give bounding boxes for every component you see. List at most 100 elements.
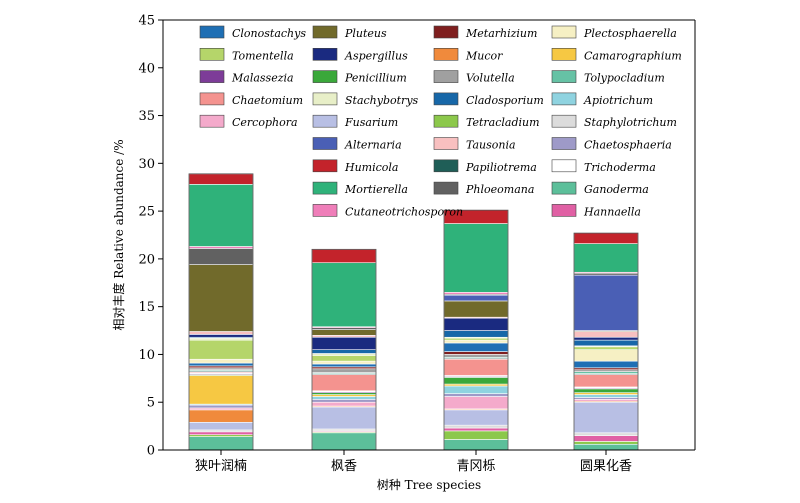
legend-label-cutaneotrichosporon: Cutaneotrichosporon	[345, 205, 463, 218]
legend-swatch-cladosporium	[433, 92, 459, 106]
legend-label-ganoderma: Ganoderma	[584, 183, 649, 196]
bar-segment-penicillium-4	[573, 388, 639, 393]
legend-label-chaetosphaeria: Chaetosphaeria	[584, 139, 672, 152]
bar-segment-ganoderma-3	[443, 439, 509, 451]
x-tick-label-2: 枫香	[331, 459, 357, 474]
bar-segment-tetracladium-3	[443, 430, 509, 440]
legend-label-mortierella: Mortierella	[344, 183, 408, 196]
legend-swatch-volutella	[433, 70, 459, 83]
bar-segment-apiotrichum-4	[573, 394, 639, 398]
bar-segment-mucor-1	[188, 409, 254, 423]
bar-segment-ganoderma-2	[311, 432, 377, 451]
bar-segment-humicola-1	[188, 173, 254, 185]
bar-segment-aspergillus-4	[573, 336, 639, 341]
bar-segment-tausonia-1	[188, 331, 254, 335]
bar-segment-clonostachys-3	[443, 342, 509, 352]
legend-label-cercophora: Cercophora	[232, 116, 298, 129]
legend-swatch-penicillium	[312, 70, 338, 83]
legend-label-camarographium: Camarographium	[584, 49, 682, 62]
legend-label-aspergillus: Aspergillus	[344, 49, 408, 62]
bar-segment-hannaella-1	[188, 431, 254, 436]
legend-label-mucor: Mucor	[465, 49, 503, 62]
bar-segment-penicillium-3	[443, 377, 509, 385]
bar-segment-tomentella-2	[311, 355, 377, 362]
legend-swatch-clonostachys	[199, 25, 225, 39]
legend-swatch-malassezia	[199, 70, 225, 83]
legend-swatch-tetracladium	[433, 114, 459, 128]
legend-swatch-apiotrichum	[551, 92, 577, 106]
bar-segment-aspergillus-2	[311, 336, 377, 350]
legend-swatch-alternaria	[312, 137, 338, 150]
x-axis-title: 树种 Tree species	[377, 477, 481, 492]
y-tick-label-40: 40	[138, 61, 155, 76]
legend-label-humicola: Humicola	[344, 161, 399, 174]
bar-segment-fusarium-4	[573, 401, 639, 434]
bar-segment-mortierella-2	[311, 262, 377, 328]
y-tick-label-10: 10	[138, 348, 155, 363]
y-axis-title: 相对丰度 Relative abundance /%	[111, 139, 126, 330]
bar-segment-alternaria-4	[573, 274, 639, 331]
bar-segment-clonostachys-2	[311, 363, 377, 368]
bar-segment-chaetosphaeria-1	[188, 404, 254, 409]
bar-segment-alternaria-3	[443, 294, 509, 302]
bar-segment-clonostachys-1	[188, 362, 254, 367]
bar-segment-fusarium-3	[443, 409, 509, 426]
legend-label-trichoderma: Trichoderma	[584, 161, 656, 174]
bar-segment-chaetosphaeria-3	[443, 393, 509, 397]
legend-label-malassezia: Malassezia	[231, 72, 294, 85]
bar-segment-tomentella-4	[573, 346, 639, 350]
bar-segment-fusarium-1	[188, 421, 254, 431]
legend-swatch-plectosphaerella	[551, 25, 577, 39]
bar-segment-hannaella-3	[443, 427, 509, 432]
bar-segment-pluteus-2	[311, 329, 377, 336]
legend-swatch-fusarium	[312, 114, 338, 128]
y-tick-label-15: 15	[138, 300, 155, 315]
legend-swatch-humicola	[312, 159, 338, 173]
legend-swatch-tomentella	[199, 47, 225, 61]
bar-segment-aspergillus-3	[443, 317, 509, 331]
legend-label-hannaella: Hannaella	[583, 205, 641, 218]
y-tick-label-35: 35	[138, 109, 155, 124]
bar-segment-plectosphaerella-2	[311, 360, 377, 365]
bar-segment-tetracladium-4	[573, 441, 639, 445]
legend-swatch-trichoderma	[551, 159, 577, 173]
bar-segment-cladosporium-4	[573, 339, 639, 347]
legend-label-alternaria: Alternaria	[344, 139, 402, 152]
y-tick-label-30: 30	[138, 157, 155, 172]
bar-segment-ganoderma-4	[573, 443, 639, 451]
bar-segment-fusarium-2	[311, 406, 377, 430]
y-tick-label-20: 20	[138, 252, 155, 267]
bar-segment-plectosphaerella-3	[443, 339, 509, 344]
bar-segment-staphylotrichum-3	[443, 424, 509, 429]
bar-segment-cladosporium-3	[443, 330, 509, 338]
legend-swatch-aspergillus	[312, 47, 338, 61]
axes-layer: 0 5 10 15 20 25 30 35 40 45 狭叶润楠 枫香 青冈栎 圆果化香	[138, 14, 696, 474]
bar-segment-plectosphaerella-1	[188, 358, 254, 364]
legend-label-fusarium: Fusarium	[344, 116, 398, 129]
legend-swatch-chaetomium	[199, 92, 225, 106]
legend-label-metarhizium: Metarhizium	[465, 27, 537, 40]
bar-segment-camarographium-1	[188, 375, 254, 405]
bar-segment-apiotrichum-2	[311, 396, 377, 400]
legend-swatch-hannaella	[551, 204, 577, 217]
legend: Clonostachys Pluteus Metarhizium Plectospha…	[199, 25, 682, 218]
bar-segment-phloeomana-1	[188, 248, 254, 265]
legend-swatch-staphylotrichum	[551, 114, 577, 128]
y-tick-label-5: 5	[147, 396, 155, 411]
legend-label-penicillium: Penicillium	[344, 72, 407, 85]
legend-swatch-metarhizium	[433, 25, 459, 39]
bar-segment-hannaella-4	[573, 435, 639, 442]
bar-segment-volutella-2	[311, 368, 377, 373]
bar-segment-clonostachys-4	[573, 360, 639, 369]
legend-swatch-chaetosphaeria	[551, 137, 577, 150]
bar-segment-humicola-2	[311, 249, 377, 264]
bar-segment-ganoderma-1	[188, 436, 254, 451]
legend-label-pluteus: Pluteus	[344, 27, 387, 40]
y-tick-label-45: 45	[138, 14, 155, 29]
bar-segment-plectosphaerella-4	[573, 349, 639, 362]
legend-swatch-tolypocladium	[551, 70, 577, 83]
bar-segment-mortierella-4	[573, 243, 639, 273]
x-tick-label-1: 狭叶润楠	[195, 459, 247, 474]
bar-segment-humicola-4	[573, 232, 639, 244]
